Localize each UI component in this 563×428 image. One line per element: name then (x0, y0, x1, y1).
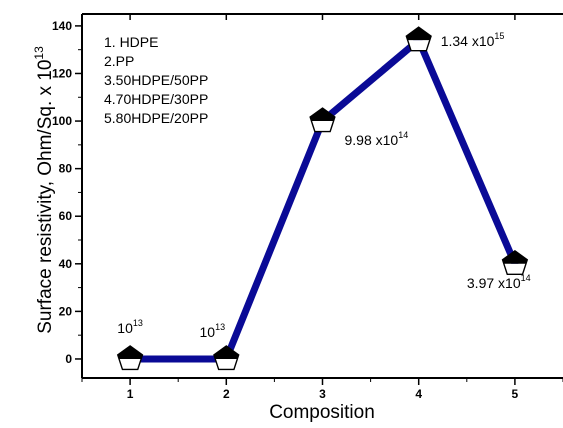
x-tick-label: 2 (223, 387, 230, 401)
marker-lower-half (407, 40, 430, 51)
legend-entry: 4.70HDPE/30PP (104, 91, 208, 107)
point-annotation: 1.34 x1015 (441, 31, 505, 49)
annotation-exponent: 13 (133, 318, 143, 328)
marker-upper-half (117, 345, 143, 359)
marker-outline (501, 249, 529, 276)
marker-upper-half (310, 108, 335, 122)
point-annotation: 3.97 x1014 (467, 273, 531, 291)
legend-entry: 3.50HDPE/50PP (104, 72, 208, 88)
legend-entry: 1. HDPE (104, 34, 158, 50)
marker-lower-half (215, 358, 238, 370)
y-axis-title-exponent: 13 (32, 46, 46, 60)
y-tick-label: 140 (52, 19, 72, 33)
x-tick-label: 1 (127, 387, 134, 401)
data-markers (116, 26, 529, 371)
annotation-exponent: 15 (494, 31, 504, 41)
annotation-base: 10 (200, 324, 216, 340)
y-tick-label: 80 (59, 162, 73, 176)
y-tick-label: 0 (65, 352, 72, 366)
marker-upper-half (406, 27, 432, 41)
annotation-base: 10 (117, 320, 133, 336)
marker-upper-half (502, 250, 528, 264)
marker-lower-half (503, 263, 526, 275)
legend-entry: 2.PP (104, 53, 134, 69)
x-tick-label: 3 (319, 387, 326, 401)
x-tick-label: 4 (415, 387, 422, 401)
y-axis-title-base: Surface resistivity, Ohm/Sq. x 10 (35, 60, 56, 334)
annotation-base: 1.34 x10 (441, 33, 495, 49)
annotation-exponent: 14 (398, 130, 408, 140)
marker-outline (309, 107, 336, 133)
y-tick-label: 60 (59, 209, 73, 223)
marker-lower-half (311, 121, 334, 132)
pentagon-marker (405, 26, 432, 52)
pentagon-marker (116, 345, 144, 371)
point-annotation: 1013 (200, 322, 226, 340)
point-annotation: 9.98 x1014 (345, 130, 409, 148)
marker-outline (116, 345, 144, 371)
annotation-exponent: 13 (215, 322, 225, 332)
marker-upper-half (213, 345, 239, 359)
x-axis-title: Composition (269, 402, 375, 423)
annotation-exponent: 14 (521, 273, 531, 283)
annotation-base: 9.98 x10 (345, 132, 399, 148)
legend-entry: 5.80HDPE/20PP (104, 110, 208, 126)
annotation-base: 3.97 x10 (467, 275, 521, 291)
pentagon-marker (309, 107, 336, 133)
pentagon-marker (213, 345, 240, 371)
point-annotation: 1013 (117, 318, 143, 336)
y-tick-label: 40 (59, 257, 73, 271)
y-axis-title: Surface resistivity, Ohm/Sq. x 1013 (32, 46, 56, 334)
y-tick-label: 100 (52, 114, 72, 128)
marker-outline (405, 26, 432, 52)
axes: 0 20 40 60 80 100 120 140 1 2 3 4 5 (52, 13, 563, 401)
y-tick-label: 120 (52, 66, 72, 80)
x-tick-label: 5 (512, 387, 519, 401)
marker-outline (213, 345, 240, 371)
marker-lower-half (119, 358, 142, 370)
pentagon-marker (501, 249, 529, 276)
legend: 1. HDPE 2.PP 3.50HDPE/50PP 4.70HDPE/30PP 5.8… (104, 34, 208, 126)
y-tick-label: 20 (59, 304, 73, 318)
